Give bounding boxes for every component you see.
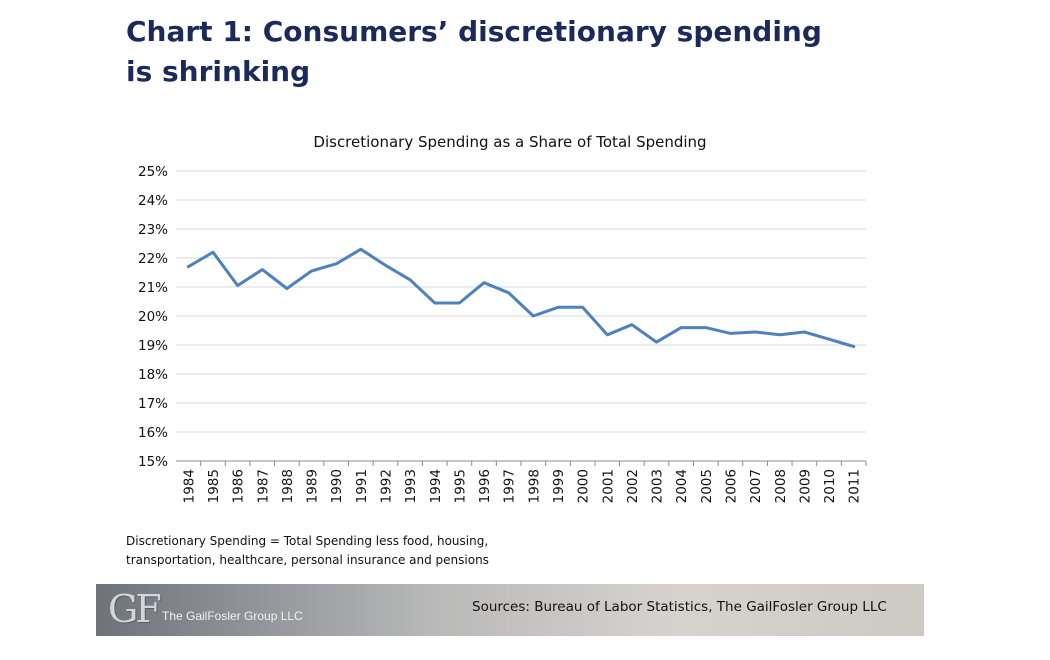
x-tick-label: 1991 [354,469,370,503]
x-tick-label: 1994 [428,469,444,503]
data-point [384,264,387,267]
y-axis-ticks: 15% 16% 17% 18% 19% 20% 21% 22% 23% 24% 25% [138,164,168,470]
x-tick-label: 1984 [181,469,197,503]
data-point [458,301,461,305]
data-point [852,345,855,348]
x-tick-label: 2001 [600,469,616,503]
data-point [408,278,412,281]
data-point [285,287,289,290]
data-point [630,323,634,326]
x-tick-label: 2000 [576,469,592,503]
data-point [827,338,831,341]
x-tick-label: 2011 [847,469,863,503]
y-tick-label: 23% [138,222,168,238]
y-tick-label: 22% [138,251,168,267]
x-tick-label: 1996 [477,469,493,503]
data-point [310,269,313,273]
x-tick-label: 2004 [674,469,690,503]
data-point [803,330,806,334]
x-tick-label: 2002 [625,469,641,503]
x-tick-label: 1987 [255,469,271,503]
data-point [704,326,708,329]
x-tick-label: 2010 [822,469,838,503]
x-tick-label: 2003 [650,469,666,503]
sources-text: Sources: Bureau of Labor Statistics, The… [472,599,887,615]
gridlines [176,170,866,462]
y-tick-label: 24% [138,193,168,209]
y-tick-label: 21% [138,280,168,296]
data-point [556,306,560,309]
y-tick-label: 19% [138,338,168,354]
data-point [211,251,215,254]
data-point [679,326,683,329]
company-name: The GailFosler Group LLC [162,609,303,623]
series-line [186,247,856,348]
footnote: Discretionary Spending = Total Spending … [126,532,546,570]
x-tick-label: 2008 [773,469,789,503]
y-tick-label: 17% [138,396,168,412]
x-tick-label: 1989 [305,469,321,503]
series-layer [186,247,856,348]
data-point [778,333,781,337]
data-point [532,314,535,318]
footnote-line-2: transportation, healthcare, personal ins… [126,553,489,567]
y-tick-label: 18% [138,367,168,383]
data-point [482,281,486,284]
x-tick-label: 1997 [502,469,518,503]
x-tick-label: 1990 [329,469,345,503]
data-point [606,333,609,337]
data-point [236,284,239,287]
x-tick-label: 1992 [378,469,394,503]
data-point [187,265,190,268]
x-tick-label: 2005 [699,469,715,503]
x-tick-label: 1998 [526,469,542,503]
x-tick-label: 1986 [231,469,247,503]
x-tick-label: 2006 [723,469,739,503]
data-point [507,291,510,294]
slide-title: Chart 1: Consumers’ discretionary spendi… [126,15,822,88]
footnote-line-1: Discretionary Spending = Total Spending … [126,534,489,548]
x-tick-label: 2009 [797,469,813,503]
x-axis-ticks: 1984 1985 1986 1987 1988 1989 1990 1991 1992 1993… [181,461,867,503]
x-tick-label: 1993 [403,469,419,503]
y-tick-label: 16% [138,425,168,441]
data-point [334,262,338,265]
chart-title: Discretionary Spending as a Share of Tot… [313,133,706,151]
data-point [753,330,757,334]
company-logo: GF [108,587,162,631]
data-point [359,248,363,251]
footer-band: GF The GailFosler Group LLC Sources: Bur… [96,584,924,636]
x-tick-label: 1985 [206,469,222,503]
x-tick-label: 1999 [551,469,567,503]
data-point [655,340,658,344]
line-chart: Discretionary Spending as a Share of Tot… [138,133,867,503]
data-point [581,306,584,309]
y-tick-label: 25% [138,164,168,180]
data-point [433,301,436,305]
x-tick-label: 1988 [280,469,296,503]
data-point [729,332,732,335]
x-tick-label: 2007 [748,469,764,503]
y-tick-label: 20% [138,309,168,325]
y-tick-label: 15% [138,454,168,470]
data-point [261,268,264,271]
x-tick-label: 1995 [452,469,468,503]
